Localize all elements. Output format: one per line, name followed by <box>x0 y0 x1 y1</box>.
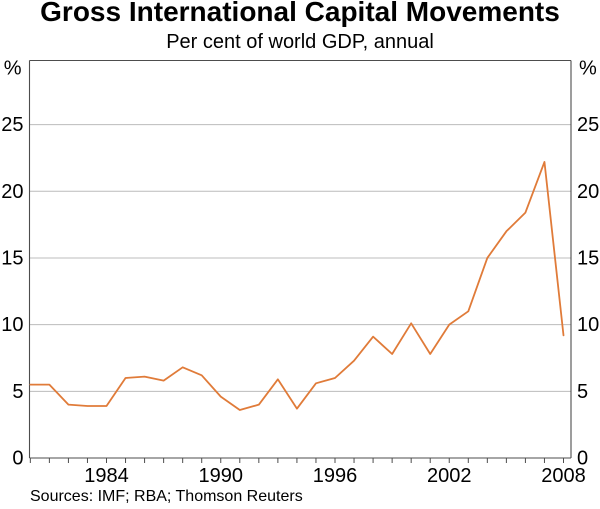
svg-text:%: % <box>4 58 22 80</box>
svg-text:20: 20 <box>577 181 599 203</box>
svg-text:10: 10 <box>577 314 599 336</box>
svg-text:5: 5 <box>577 381 588 403</box>
svg-text:15: 15 <box>577 247 599 269</box>
svg-text:1990: 1990 <box>199 465 244 487</box>
svg-text:20: 20 <box>1 181 23 203</box>
svg-text:0: 0 <box>12 448 23 470</box>
svg-text:10: 10 <box>1 314 23 336</box>
svg-text:25: 25 <box>577 114 599 136</box>
svg-text:2002: 2002 <box>427 465 472 487</box>
svg-text:2008: 2008 <box>541 465 586 487</box>
svg-text:5: 5 <box>12 381 23 403</box>
svg-text:1984: 1984 <box>84 465 129 487</box>
svg-text:15: 15 <box>1 247 23 269</box>
svg-text:25: 25 <box>1 114 23 136</box>
svg-text:1996: 1996 <box>313 465 358 487</box>
svg-text:%: % <box>579 58 597 80</box>
